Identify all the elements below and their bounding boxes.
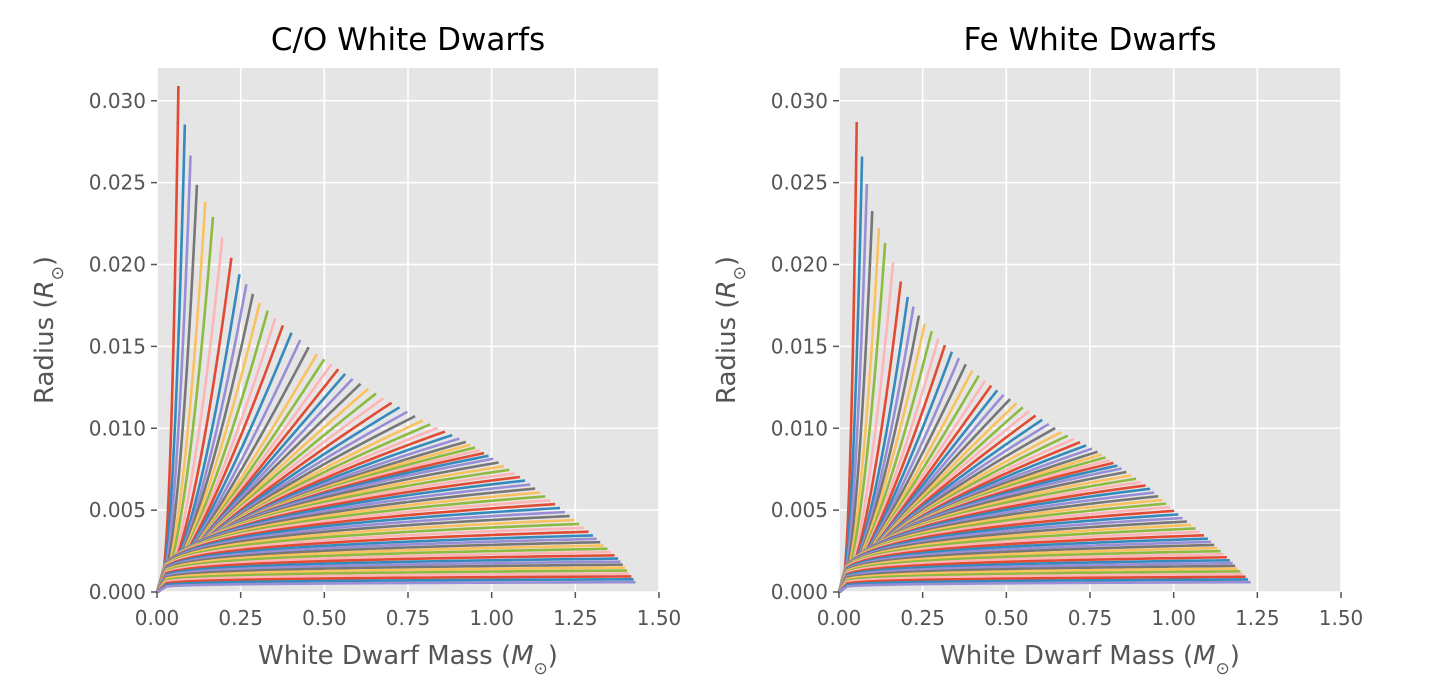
mass-radius-curve [155,550,612,593]
x-tick-label: 0.75 [386,606,431,630]
y-tick-label: 0.030 [771,89,828,113]
x-tick-label: 0.25 [900,606,945,630]
mass-radius-curve [837,543,1215,593]
y-tick-label: 0.010 [771,416,828,440]
mass-radius-curve [837,564,1236,593]
x-tick-label: 1.50 [1319,606,1364,630]
mass-radius-curve [155,563,623,593]
mass-radius-curve [837,567,1238,593]
y-tick-label: 0.015 [89,334,146,358]
x-tick-label: 1.25 [1235,606,1280,630]
chart-title: Fe White Dwarfs [963,22,1216,58]
mass-radius-curve [837,527,1196,593]
mass-radius-curve [837,520,1188,593]
mass-radius-curve [155,498,551,593]
mass-radius-curve [837,530,1200,593]
mass-radius-curve [837,572,1244,593]
mass-radius-curve [837,523,1192,593]
mass-radius-curve [155,544,604,593]
y-tick-label: 0.025 [771,171,828,195]
mass-radius-curve [838,578,1249,593]
mass-radius-curve [155,526,584,593]
y-tick-label: 0.005 [89,498,146,522]
x-tick-label: 0.50 [984,606,1029,630]
mass-radius-curve [155,537,597,593]
x-tick-label: 1.00 [469,606,514,630]
chart-title: C/O White Dwarfs [271,22,545,58]
mass-radius-curve [837,558,1230,593]
x-tick-label: 0.00 [135,606,180,630]
x-axis-label: White Dwarf Mass (M⊙) [940,641,1240,679]
mass-radius-curve [837,570,1241,593]
mass-radius-curve [155,510,565,593]
mass-radius-curve [155,534,593,593]
mass-radius-curve [156,580,636,594]
x-tick-labels: 0.00 0.25 0.50 0.75 1.00 1.25 1.50 [135,592,682,630]
mass-radius-curve [155,540,601,593]
mass-radius-curve [837,540,1212,593]
mass-radius-curve [156,575,632,593]
mass-radius-curve [155,566,625,593]
mass-radius-curve [155,554,615,593]
y-tick-label: 0.000 [771,580,828,604]
panel-co-white-dwarfs: 0.00 0.25 0.50 0.75 1.00 1.25 1.50 0.0000.0050… [30,22,681,679]
mass-radius-curve [837,537,1208,593]
mass-radius-curve [155,569,628,593]
mass-radius-curve [837,534,1204,593]
x-tick-label: 0.75 [1068,606,1113,630]
x-tick-label: 1.25 [553,606,598,630]
mass-radius-curve [155,506,561,593]
mass-radius-curve [155,502,556,593]
y-tick-labels: 0.000 0.005 0.010 0.015 0.020 0.025 0.030 [89,89,157,604]
y-tick-label: 0.015 [771,334,828,358]
mass-radius-curve [837,509,1175,593]
mass-radius-curve [837,561,1233,593]
x-tick-label: 0.25 [218,606,263,630]
mass-radius-curve [837,546,1218,593]
mass-radius-curve [155,530,589,593]
x-axis-label: White Dwarf Mass (M⊙) [258,641,558,679]
mass-radius-curve [838,575,1246,593]
mass-radius-curve [837,516,1183,593]
y-axis-label: Radius (R⊙) [712,256,750,404]
mass-radius-curve [837,555,1227,593]
mass-radius-curve [155,514,570,593]
y-tick-label: 0.020 [771,253,828,277]
mass-radius-curves [837,122,1251,594]
y-tick-label: 0.005 [771,498,828,522]
y-axis-label: Radius (R⊙) [30,256,68,404]
mass-radius-curve [155,547,608,593]
x-tick-label: 1.50 [637,606,682,630]
mass-radius-curve [837,552,1224,593]
x-tick-label: 0.00 [817,606,862,630]
mass-radius-curve [156,577,634,594]
y-tick-label: 0.010 [89,416,146,440]
x-tick-label: 1.00 [1151,606,1196,630]
mass-radius-curve [837,549,1221,593]
mass-radius-curve [155,557,619,593]
mass-radius-curve [155,518,575,593]
y-tick-label: 0.025 [89,171,146,195]
mass-radius-curve [155,560,621,593]
y-tick-label: 0.030 [89,89,146,113]
y-tick-label: 0.020 [89,253,146,277]
mass-radius-curve [838,580,1251,594]
x-tick-label: 0.50 [302,606,347,630]
y-tick-label: 0.000 [89,580,146,604]
mass-radius-curve [156,572,630,593]
panel-fe-white-dwarfs: 0.00 0.25 0.50 0.75 1.00 1.25 1.50 0.0000.0050… [712,22,1363,679]
mass-radius-curve [837,513,1179,593]
mass-radius-curves [155,85,636,594]
y-tick-labels: 0.000 0.005 0.010 0.015 0.020 0.025 0.030 [771,89,839,604]
mass-radius-curve [155,522,580,593]
x-tick-labels: 0.00 0.25 0.50 0.75 1.00 1.25 1.50 [817,592,1364,630]
